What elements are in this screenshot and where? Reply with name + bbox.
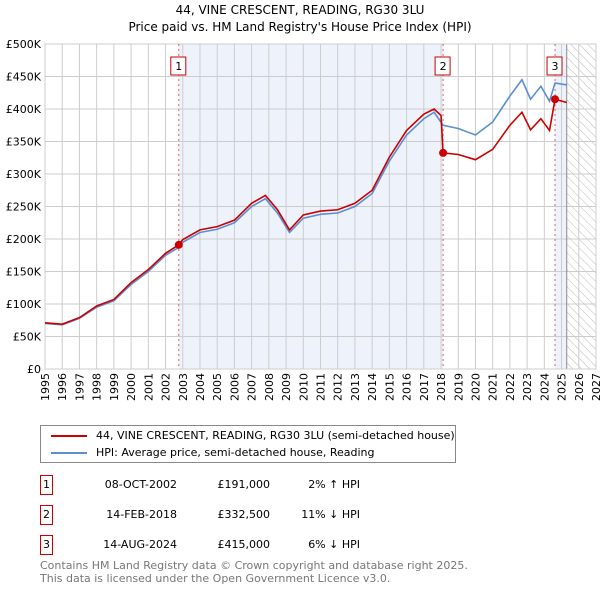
sale-row: 2 14-FEB-2018 £332,500 11% ↓ HPI: [40, 505, 600, 525]
sale-price: £332,500: [217, 508, 271, 521]
sale-marker-box: [434, 56, 451, 76]
y-tick-label: £350K: [6, 136, 42, 149]
footer: Contains HM Land Registry data © Crown c…: [40, 559, 468, 585]
chart-title: 44, VINE CRESCENT, READING, RG30 3LU: [176, 3, 425, 17]
y-tick-label: £200K: [6, 233, 42, 246]
blue-line-swatch: [51, 451, 87, 454]
x-tick-label: 2018: [435, 373, 448, 401]
x-tick-label: 2023: [521, 373, 534, 401]
x-tick-label: 2007: [246, 373, 259, 401]
sale-hpi-diff: 2% ↑ HPI: [308, 478, 360, 491]
property-price-line: [44, 98, 567, 325]
legend: 44, VINE CRESCENT, READING, RG30 3LU (se…: [40, 425, 456, 463]
x-tick-label: 2012: [332, 373, 345, 401]
x-tick-label: 2011: [315, 373, 328, 401]
x-tick-label: 2016: [401, 373, 414, 401]
y-tick-label: £450K: [6, 71, 42, 84]
x-tick-label: 2004: [194, 373, 207, 401]
y-tick-label: £150K: [6, 266, 42, 279]
legend-label: 44, VINE CRESCENT, READING, RG30 3LU (se…: [96, 429, 455, 442]
x-tick-label: 2014: [366, 373, 379, 401]
plot-frame: [44, 43, 597, 370]
x-tick-label: 1999: [108, 373, 121, 401]
x-tick-label: 1996: [56, 373, 69, 401]
sale-price: £415,000: [217, 538, 271, 551]
footer-line: This data is licensed under the Open Gov…: [40, 572, 391, 585]
x-tick-label: 2020: [469, 373, 482, 401]
x-tick-label: 2015: [383, 373, 396, 401]
sale-hpi-diff: 6% ↓ HPI: [308, 538, 360, 551]
chart-subtitle: Price paid vs. HM Land Registry's House …: [128, 20, 471, 34]
sale-marker-box: [546, 56, 563, 76]
x-tick-label: 2003: [177, 373, 190, 401]
x-tick-label: 2025: [556, 373, 569, 401]
sale-row: 3 14-AUG-2024 £415,000 6% ↓ HPI: [40, 535, 600, 555]
x-tick-label: 1997: [73, 373, 86, 401]
x-tick-label: 2010: [297, 373, 310, 401]
footer-line: Contains HM Land Registry data © Crown c…: [40, 559, 468, 572]
hpi-line: [44, 78, 567, 326]
x-tick-label: 2017: [418, 373, 431, 401]
y-tick-label: £500K: [6, 38, 42, 51]
sale-date: 14-AUG-2024: [103, 538, 177, 551]
x-tick-label: 2000: [125, 373, 138, 401]
x-tick-label: 2009: [280, 373, 293, 401]
x-tick-label: 2005: [211, 373, 224, 401]
sale-marker-label: 1: [175, 60, 182, 73]
red-line-swatch: [51, 434, 87, 437]
x-tick-label: 2008: [263, 373, 276, 401]
x-tick-label: 2024: [538, 373, 551, 401]
sale-point: [439, 148, 448, 157]
sale-marker-label: 3: [552, 60, 559, 73]
x-tick-label: 2019: [452, 373, 465, 401]
legend-item-property: 44, VINE CRESCENT, READING, RG30 3LU (se…: [51, 429, 455, 442]
x-tick-label: 2027: [590, 373, 600, 401]
sale-number-badge: 3: [40, 535, 53, 555]
sale-row: 1 08-OCT-2002 £191,000 2% ↑ HPI: [40, 475, 600, 495]
sale-number-badge: 2: [40, 505, 53, 525]
y-tick-label: £250K: [6, 201, 42, 214]
sale-price: £191,000: [217, 478, 271, 491]
y-tick-label: £400K: [6, 103, 42, 116]
x-tick-label: 2002: [160, 373, 173, 401]
sale-number-badge: 1: [40, 475, 53, 495]
sale-date: 08-OCT-2002: [104, 478, 177, 491]
x-tick-label: 2026: [573, 373, 586, 401]
sale-point: [551, 95, 560, 104]
sale-hpi-diff: 11% ↓ HPI: [301, 508, 360, 521]
y-tick-label: £0: [27, 363, 41, 376]
x-tick-label: 1995: [39, 373, 52, 401]
x-tick-label: 1998: [91, 373, 104, 401]
legend-label: HPI: Average price, semi-detached house,…: [96, 446, 375, 459]
x-tick-label: 2022: [504, 373, 517, 401]
sale-date: 14-FEB-2018: [106, 508, 177, 521]
sale-marker-box: [170, 56, 187, 76]
sale-point: [174, 240, 183, 249]
legend-item-hpi: HPI: Average price, semi-detached house,…: [51, 446, 375, 459]
x-tick-label: 2013: [349, 373, 362, 401]
y-tick-label: £300K: [6, 168, 42, 181]
x-tick-label: 2021: [487, 373, 500, 401]
y-tick-label: £100K: [6, 298, 42, 311]
x-tick-label: 2006: [228, 373, 241, 401]
sale-marker-label: 2: [440, 60, 447, 73]
price-chart: 44, VINE CRESCENT, READING, RG30 3LU Pri…: [6, 3, 600, 401]
y-tick-label: £50K: [13, 331, 42, 344]
x-tick-label: 2001: [142, 373, 155, 401]
